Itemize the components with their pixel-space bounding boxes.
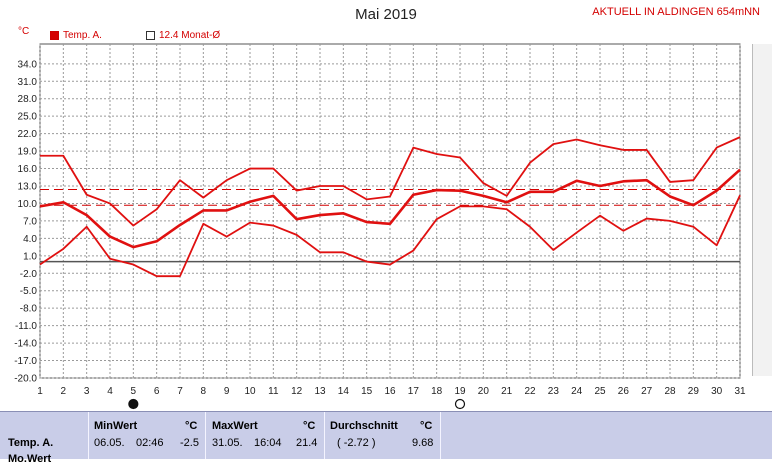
row-label-2: Mo.Wert — [8, 453, 52, 465]
x-tick-label: 8 — [201, 386, 207, 397]
y-tick-label: 19.0 — [18, 147, 38, 158]
x-tick-label: 16 — [384, 386, 396, 397]
series-line-mean — [39, 168, 741, 249]
legend-item-temp: Temp. A. — [50, 30, 102, 41]
max-header: MaxWert — [212, 420, 258, 432]
moon-new-marker — [128, 398, 139, 410]
x-tick-label: 27 — [641, 386, 653, 397]
moon-phase-markers — [128, 398, 466, 410]
max-value: 21.4 — [296, 437, 318, 449]
x-tick-label: 3 — [84, 386, 90, 397]
series-lines — [39, 136, 741, 278]
x-tick-label: 1 — [37, 386, 43, 397]
y-tick-label: 34.0 — [18, 59, 38, 70]
x-tick-label: 14 — [338, 386, 350, 397]
y-tick-label: -8.0 — [20, 304, 38, 315]
x-tick-label: 23 — [548, 386, 560, 397]
x-tick-label: 25 — [594, 386, 606, 397]
panel-separator — [440, 412, 441, 459]
y-tick-label: 10.0 — [18, 199, 38, 210]
row-label: Temp. A. — [8, 437, 54, 449]
series-line-min — [39, 194, 741, 278]
x-tick-label: 21 — [501, 386, 513, 397]
avg-unit: °C — [420, 420, 433, 432]
x-tick-label: 29 — [688, 386, 700, 397]
series-line-max — [40, 136, 741, 227]
x-tick-label: 9 — [224, 386, 230, 397]
summary-panel: MinWert °C MaxWert °C Durchschnitt °C Te… — [0, 411, 772, 465]
min-date: 06.05. — [94, 437, 125, 449]
x-tick-label: 6 — [154, 386, 160, 397]
station-headline: AKTUELL IN ALDINGEN 654mNN — [592, 6, 760, 18]
y-tick-label: 28.0 — [18, 94, 38, 105]
min-header: MinWert — [94, 420, 138, 432]
panel-separator — [205, 412, 206, 459]
x-tick-label: 17 — [408, 386, 420, 397]
y-tick-label: -17.0 — [14, 356, 37, 367]
y-tick-label: -14.0 — [14, 339, 37, 350]
y-tick-label: 31.0 — [18, 77, 38, 88]
x-tick-label: 11 — [268, 386, 279, 397]
max-date: 31.05. — [212, 437, 243, 449]
chart-title: Mai 2019 — [355, 6, 417, 23]
legend-swatch-outline — [146, 31, 155, 40]
x-tick-label: 7 — [177, 386, 183, 397]
y-tick-label: -20.0 — [14, 374, 37, 385]
legend-label-month-avg: 12.4 Monat-Ø — [159, 30, 221, 41]
x-tick-label: 18 — [431, 386, 443, 397]
plot-area — [39, 43, 741, 379]
max-unit: °C — [303, 420, 316, 432]
y-tick-label: -5.0 — [20, 286, 38, 297]
x-tick-label: 15 — [361, 386, 373, 397]
min-unit: °C — [185, 420, 198, 432]
min-time: 02:46 — [136, 437, 164, 449]
y-tick-label: 22.0 — [18, 129, 38, 140]
x-tick-label: 22 — [524, 386, 536, 397]
avg-value: 9.68 — [412, 437, 434, 449]
y-tick-label: -11.0 — [15, 321, 37, 332]
x-tick-label: 13 — [314, 386, 326, 397]
x-tick-label: 4 — [107, 386, 113, 397]
x-tick-label: 28 — [664, 386, 676, 397]
avg-header: Durchschnitt — [330, 420, 398, 432]
y-tick-label: -2.0 — [20, 269, 38, 280]
x-tick-label: 26 — [618, 386, 630, 397]
y-tick-label: 25.0 — [18, 112, 38, 123]
side-panel-strip — [752, 44, 772, 376]
y-tick-label: 1.0 — [23, 251, 37, 262]
x-axis-ticks: 1 2 3 4 5 6 7 8 9 10 11 12 13 14 15 16 17 18 19 20 21 22 23 24 2… — [37, 386, 746, 397]
legend-item-month-avg: 12.4 Monat-Ø — [146, 30, 220, 41]
panel-separator — [324, 412, 325, 459]
y-tick-label: 7.0 — [23, 216, 37, 227]
y-tick-label: 4.0 — [23, 234, 37, 245]
grid-lines — [39, 44, 741, 379]
temperature-chart: 34.031.028.025.022.019.016.013.010.07.04… — [14, 43, 746, 410]
panel-separator — [88, 412, 89, 459]
x-tick-label: 30 — [711, 386, 723, 397]
x-tick-label: 12 — [291, 386, 303, 397]
y-tick-label: 16.0 — [18, 164, 38, 175]
legend-swatch-filled — [50, 31, 59, 40]
x-tick-label: 19 — [454, 386, 466, 397]
x-tick-label: 31 — [734, 386, 746, 397]
x-tick-label: 10 — [244, 386, 256, 397]
y-axis-unit: °C — [18, 26, 30, 37]
x-tick-label: 2 — [61, 386, 67, 397]
y-axis-ticks: 34.0 31.0 28.0 25.0 22.0 19.0 16.0 13.0 10.0 7.0 4… — [14, 59, 37, 384]
legend-label-temp: Temp. A. — [63, 30, 102, 41]
y-tick-label: 13.0 — [18, 182, 38, 193]
avg-deviation: ( -2.72 ) — [337, 437, 376, 449]
min-value: -2.5 — [180, 437, 199, 449]
x-tick-label: 5 — [131, 386, 137, 397]
reference-lines — [40, 188, 740, 263]
moon-full-marker — [454, 398, 466, 410]
x-tick-label: 24 — [571, 386, 583, 397]
max-time: 16:04 — [254, 437, 282, 449]
x-tick-label: 20 — [478, 386, 490, 397]
